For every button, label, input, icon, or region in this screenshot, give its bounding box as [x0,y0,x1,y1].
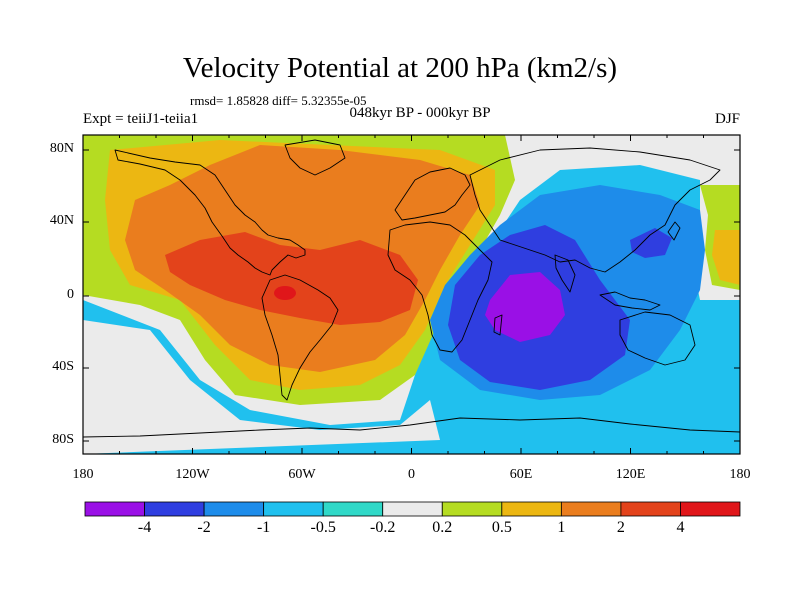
rmsd-diff-label: rmsd= 1.85828 diff= 5.32355e-05 [190,93,367,108]
coastline-europe [394,167,471,221]
colorbar-tick-label: -2 [197,519,211,536]
red-core [274,286,296,300]
coastline-australia [619,311,696,366]
y-tick-label: 80S [52,432,74,447]
colorbar-swatch [382,501,443,517]
violet-core [485,272,565,342]
coastline-india [554,254,576,293]
red-orange-core [165,232,418,325]
x-tick-label: 120E [615,467,646,482]
colorbar-tick-label: 0.5 [491,519,512,536]
colorbar-swatch [620,501,681,517]
yellow-west-pacific [712,230,740,285]
coastline-antarctica [83,417,740,438]
x-tick-label: 0 [408,467,415,482]
deep-blue-east-asia [630,228,672,258]
colorbar-tick-label: -0.5 [310,519,336,536]
y-tick-label: 80N [49,141,74,156]
experiment-label: Expt = teiiJ1-teiia1 [83,111,199,127]
season-label: DJF [714,111,740,127]
colorbar-swatch [680,501,741,517]
coastline-madagascar [493,314,503,336]
coastline-north-america [114,149,306,276]
coastline-maritime-continent [599,291,661,311]
contour-fill-layer [83,135,740,454]
colorbar [84,501,741,517]
colorbar-tick-label: 0.2 [432,519,453,536]
y-tick-label: 40N [49,213,74,228]
tick-marks [82,135,741,454]
coastline-greenland [284,139,346,176]
colorbar-swatch [263,501,324,517]
x-tick-label: 60E [509,467,533,482]
colorbar-swatch [203,501,265,517]
figure-title: Velocity Potential at 200 hPa (km2/s) [182,52,618,84]
coastline-japan [667,221,681,241]
coastline-layer [83,139,740,438]
colorbar-tick-label: 1 [557,519,566,536]
coastline-africa [387,221,493,353]
colorbar-tick-label: 2 [616,519,625,536]
period-label: 048kyr BP - 000kyr BP [349,105,491,121]
x-tick-label: 180 [72,467,94,482]
y-tick-label: 0 [67,287,74,302]
coastline-asia [469,147,721,273]
x-tick-label: 180 [729,467,751,482]
colorbar-tick-label: -0.2 [370,519,396,536]
colorbar-tick-label: -4 [137,519,152,536]
colorbar-swatch [501,501,562,517]
y-tick-label: 40S [52,359,74,374]
x-tick-label: 120W [175,467,210,482]
white-zone-south [83,320,440,454]
colorbar-swatch [144,501,205,517]
colorbar-tick-label: -1 [256,519,271,536]
colorbar-swatch [560,501,622,517]
x-tick-label: 60W [288,467,316,482]
colorbar-swatch [322,501,384,517]
colorbar-swatch [84,501,145,517]
coastline-south-america [261,274,339,401]
colorbar-tick-label: 4 [676,519,685,536]
colorbar-swatch [441,501,503,517]
